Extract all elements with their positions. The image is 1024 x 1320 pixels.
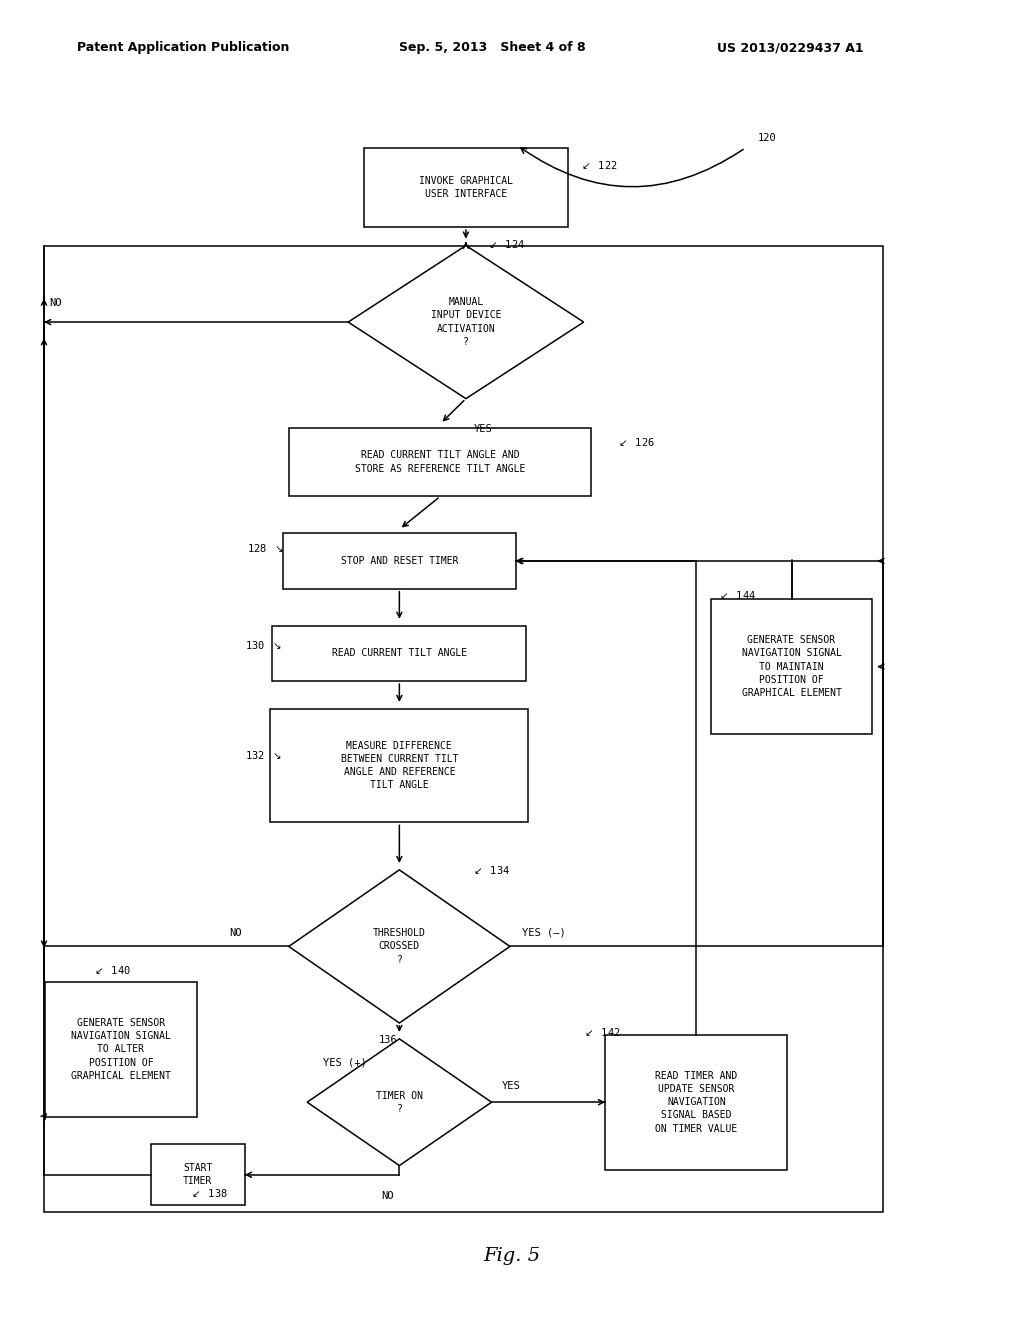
Text: INVOKE GRAPHICAL
USER INTERFACE: INVOKE GRAPHICAL USER INTERFACE bbox=[419, 176, 513, 199]
Text: YES: YES bbox=[502, 1081, 520, 1092]
Text: READ CURRENT TILT ANGLE: READ CURRENT TILT ANGLE bbox=[332, 648, 467, 659]
Text: READ TIMER AND
UPDATE SENSOR
NAVIGATION
SIGNAL BASED
ON TIMER VALUE: READ TIMER AND UPDATE SENSOR NAVIGATION … bbox=[655, 1071, 737, 1134]
Text: $\swarrow$ 142: $\swarrow$ 142 bbox=[582, 1026, 621, 1039]
Text: MEASURE DIFFERENCE
BETWEEN CURRENT TILT
ANGLE AND REFERENCE
TILT ANGLE: MEASURE DIFFERENCE BETWEEN CURRENT TILT … bbox=[341, 741, 458, 791]
Text: YES (–): YES (–) bbox=[522, 928, 566, 939]
Text: $\swarrow$ 138: $\swarrow$ 138 bbox=[189, 1187, 228, 1200]
FancyBboxPatch shape bbox=[151, 1144, 245, 1205]
Text: TIMER ON
?: TIMER ON ? bbox=[376, 1090, 423, 1114]
Text: $\swarrow$ 140: $\swarrow$ 140 bbox=[92, 964, 131, 977]
Text: STOP AND RESET TIMER: STOP AND RESET TIMER bbox=[341, 556, 458, 566]
FancyBboxPatch shape bbox=[605, 1035, 787, 1170]
FancyBboxPatch shape bbox=[270, 709, 528, 822]
Text: 120: 120 bbox=[758, 133, 776, 144]
Polygon shape bbox=[289, 870, 510, 1023]
Text: US 2013/0229437 A1: US 2013/0229437 A1 bbox=[717, 41, 863, 54]
Text: $\swarrow$ 134: $\swarrow$ 134 bbox=[471, 863, 510, 876]
Text: START
TIMER: START TIMER bbox=[183, 1163, 212, 1187]
Text: GENERATE SENSOR
NAVIGATION SIGNAL
TO MAINTAIN
POSITION OF
GRAPHICAL ELEMENT: GENERATE SENSOR NAVIGATION SIGNAL TO MAI… bbox=[741, 635, 842, 698]
FancyBboxPatch shape bbox=[272, 626, 526, 681]
Text: Fig. 5: Fig. 5 bbox=[483, 1246, 541, 1265]
Text: Sep. 5, 2013   Sheet 4 of 8: Sep. 5, 2013 Sheet 4 of 8 bbox=[399, 41, 586, 54]
Text: NO: NO bbox=[49, 298, 61, 309]
FancyBboxPatch shape bbox=[289, 428, 591, 496]
Text: NO: NO bbox=[229, 928, 242, 939]
Text: 136: 136 bbox=[379, 1035, 397, 1045]
Text: $\swarrow$ 124: $\swarrow$ 124 bbox=[486, 238, 525, 251]
Text: $\swarrow$ 122: $\swarrow$ 122 bbox=[579, 158, 617, 172]
Text: 130 $\searrow$: 130 $\searrow$ bbox=[246, 639, 282, 652]
Text: YES: YES bbox=[474, 424, 493, 434]
Polygon shape bbox=[307, 1039, 492, 1166]
FancyBboxPatch shape bbox=[364, 148, 568, 227]
Text: 128 $\searrow$: 128 $\searrow$ bbox=[248, 541, 284, 554]
Text: READ CURRENT TILT ANGLE AND
STORE AS REFERENCE TILT ANGLE: READ CURRENT TILT ANGLE AND STORE AS REF… bbox=[355, 450, 525, 474]
Text: Patent Application Publication: Patent Application Publication bbox=[77, 41, 289, 54]
FancyBboxPatch shape bbox=[711, 599, 872, 734]
Text: YES (+): YES (+) bbox=[323, 1057, 367, 1068]
Text: 132 $\searrow$: 132 $\searrow$ bbox=[246, 748, 282, 762]
FancyBboxPatch shape bbox=[283, 533, 516, 589]
Text: MANUAL
INPUT DEVICE
ACTIVATION
?: MANUAL INPUT DEVICE ACTIVATION ? bbox=[431, 297, 501, 347]
FancyBboxPatch shape bbox=[45, 982, 197, 1117]
Text: GENERATE SENSOR
NAVIGATION SIGNAL
TO ALTER
POSITION OF
GRAPHICAL ELEMENT: GENERATE SENSOR NAVIGATION SIGNAL TO ALT… bbox=[71, 1018, 171, 1081]
Text: NO: NO bbox=[381, 1191, 393, 1201]
Text: THRESHOLD
CROSSED
?: THRESHOLD CROSSED ? bbox=[373, 928, 426, 965]
Polygon shape bbox=[348, 246, 584, 399]
Text: $\swarrow$ 126: $\swarrow$ 126 bbox=[616, 436, 655, 449]
Text: $\swarrow$ 144: $\swarrow$ 144 bbox=[717, 589, 756, 602]
